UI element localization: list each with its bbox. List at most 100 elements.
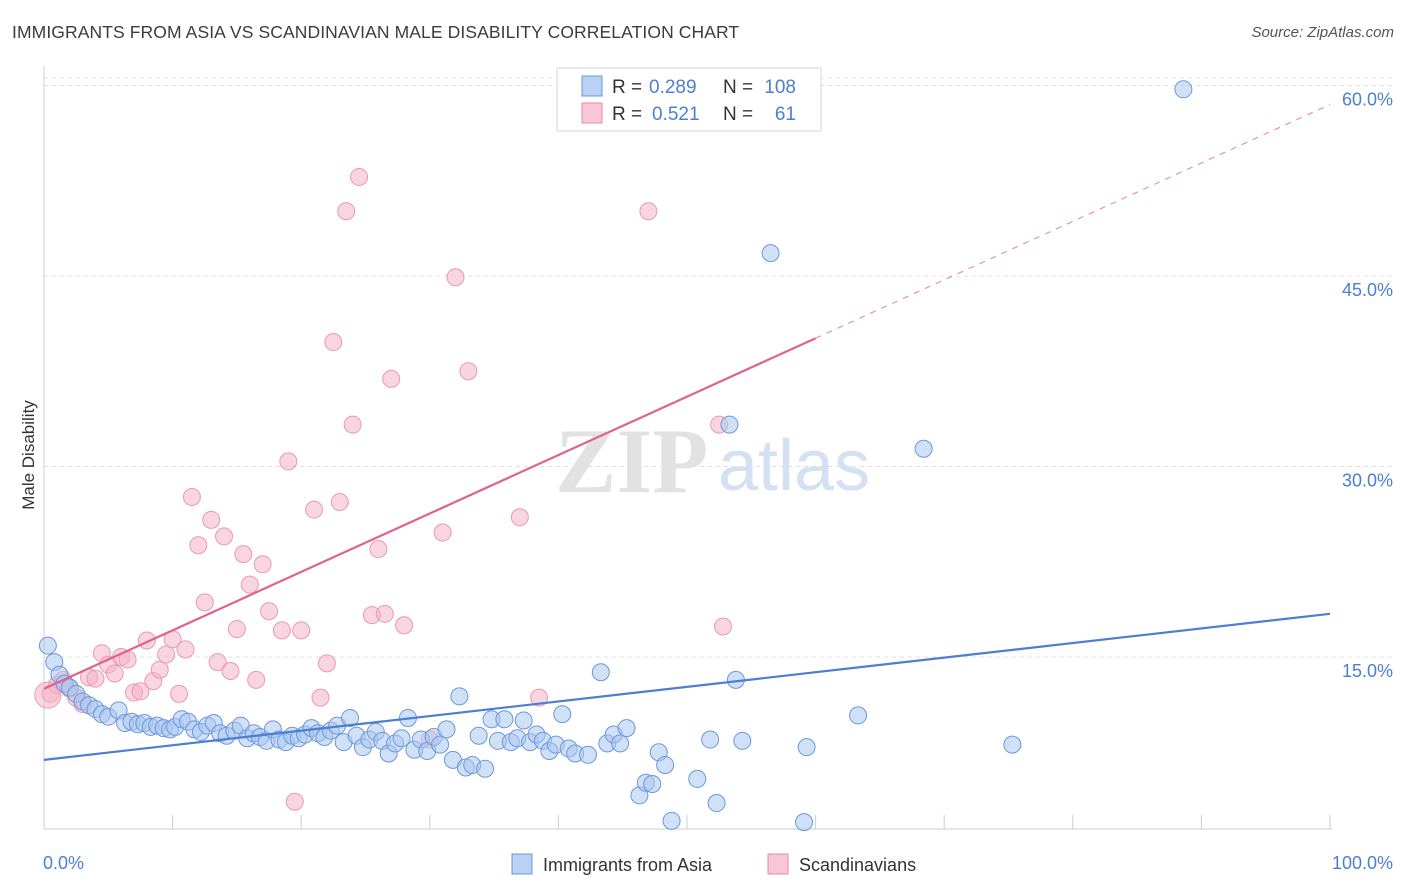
legend: R = 0.289 N = 108 R = 0.521 N = 61 (556, 67, 822, 132)
data-point (195, 593, 214, 612)
legend-blue-n-label: N = (723, 77, 753, 98)
data-point (720, 415, 739, 434)
trend-line-scandinavians (43, 337, 817, 690)
data-point (433, 523, 452, 542)
y-axis-title: Male Disability (19, 400, 38, 510)
data-point (707, 794, 726, 813)
data-point (272, 621, 291, 640)
data-point (450, 687, 469, 706)
trend-line-scandinavians-extension (815, 104, 1331, 339)
legend-pink-r-value: 0.521 (652, 104, 700, 125)
data-point (476, 759, 495, 778)
x-tick-label-max: 100.0% (1332, 853, 1393, 873)
legend-pink-n-label: N = (723, 104, 753, 125)
data-point (437, 720, 456, 739)
data-point (337, 202, 356, 221)
data-point (157, 645, 176, 664)
bottom-legend-swatch-blue (511, 853, 533, 875)
legend-swatch-pink (581, 102, 603, 124)
data-point (469, 726, 488, 745)
data-point (330, 493, 349, 512)
data-point (369, 540, 388, 559)
data-point (324, 333, 343, 352)
data-point (105, 664, 124, 683)
data-point (643, 775, 662, 793)
data-point (431, 735, 450, 754)
legend-swatch-blue (581, 75, 603, 97)
data-point (617, 719, 636, 738)
data-point (797, 738, 816, 757)
legend-blue-n-value: 108 (764, 77, 796, 98)
data-point (530, 688, 549, 707)
data-point (215, 527, 234, 546)
trend-lines (43, 104, 1331, 761)
data-point (1174, 80, 1193, 99)
y-tick-labels: 15.0% 30.0% 45.0% 60.0% (1342, 90, 1393, 682)
bottom-legend-swatch-pink (767, 853, 789, 875)
data-point (170, 684, 189, 703)
bottom-legend-label-pink: Scandinavians (799, 855, 916, 875)
series-immigrants-from-asia (38, 80, 1193, 832)
y-tick-label: 15.0% (1342, 661, 1393, 681)
data-point (247, 670, 266, 689)
data-point (34, 681, 62, 709)
data-point (446, 268, 465, 287)
legend-pink-r-label: R = (612, 104, 642, 125)
source-credit: Source: ZipAtlas.com (1251, 24, 1394, 41)
data-point (260, 602, 279, 621)
data-point (495, 710, 514, 729)
data-point (202, 510, 221, 529)
data-point (317, 654, 336, 673)
data-point (639, 202, 658, 221)
data-point (714, 617, 733, 636)
grid (44, 77, 1395, 658)
legend-pink-n-value: 61 (775, 104, 796, 125)
y-tick-label: 30.0% (1342, 471, 1393, 491)
y-tick-label: 60.0% (1342, 90, 1393, 110)
data-point (459, 362, 478, 381)
data-point (350, 167, 369, 186)
data-point (382, 369, 401, 388)
data-point (86, 669, 105, 688)
data-point (514, 711, 533, 730)
data-point (253, 555, 272, 574)
data-point (221, 661, 240, 680)
watermark-atlas: atlas (718, 426, 870, 506)
bottom-legend: Immigrants from Asia Scandinavians (511, 853, 916, 875)
data-point (395, 616, 414, 635)
data-point (208, 653, 227, 672)
data-point (234, 545, 253, 564)
trend-line-immigrants-from-asia (43, 612, 1331, 761)
data-point (343, 415, 362, 434)
series-scandinavians (34, 167, 733, 811)
data-point (795, 813, 814, 832)
legend-blue-r-label: R = (612, 77, 642, 98)
data-point (131, 682, 150, 701)
data-point (292, 621, 311, 640)
data-point (150, 660, 169, 679)
data-point (279, 452, 298, 471)
data-point (240, 575, 259, 594)
data-point (701, 730, 720, 749)
data-point (733, 731, 752, 750)
y-tick-label: 45.0% (1342, 280, 1393, 300)
data-point (578, 745, 597, 764)
data-point (611, 734, 630, 753)
data-point (553, 705, 572, 724)
data-point (849, 706, 868, 725)
data-point (914, 439, 933, 458)
data-point (305, 500, 324, 519)
data-point (311, 688, 330, 707)
data-point (38, 636, 57, 655)
data-point (761, 244, 780, 263)
x-ticks (172, 815, 1331, 829)
data-point (176, 640, 195, 659)
data-point (688, 769, 707, 788)
data-point (182, 487, 201, 506)
data-point (510, 508, 529, 527)
data-point (662, 811, 681, 830)
legend-blue-r-value: 0.289 (649, 77, 697, 98)
bottom-legend-label-blue: Immigrants from Asia (543, 855, 713, 875)
chart-title: IMMIGRANTS FROM ASIA VS SCANDINAVIAN MAL… (12, 22, 740, 42)
